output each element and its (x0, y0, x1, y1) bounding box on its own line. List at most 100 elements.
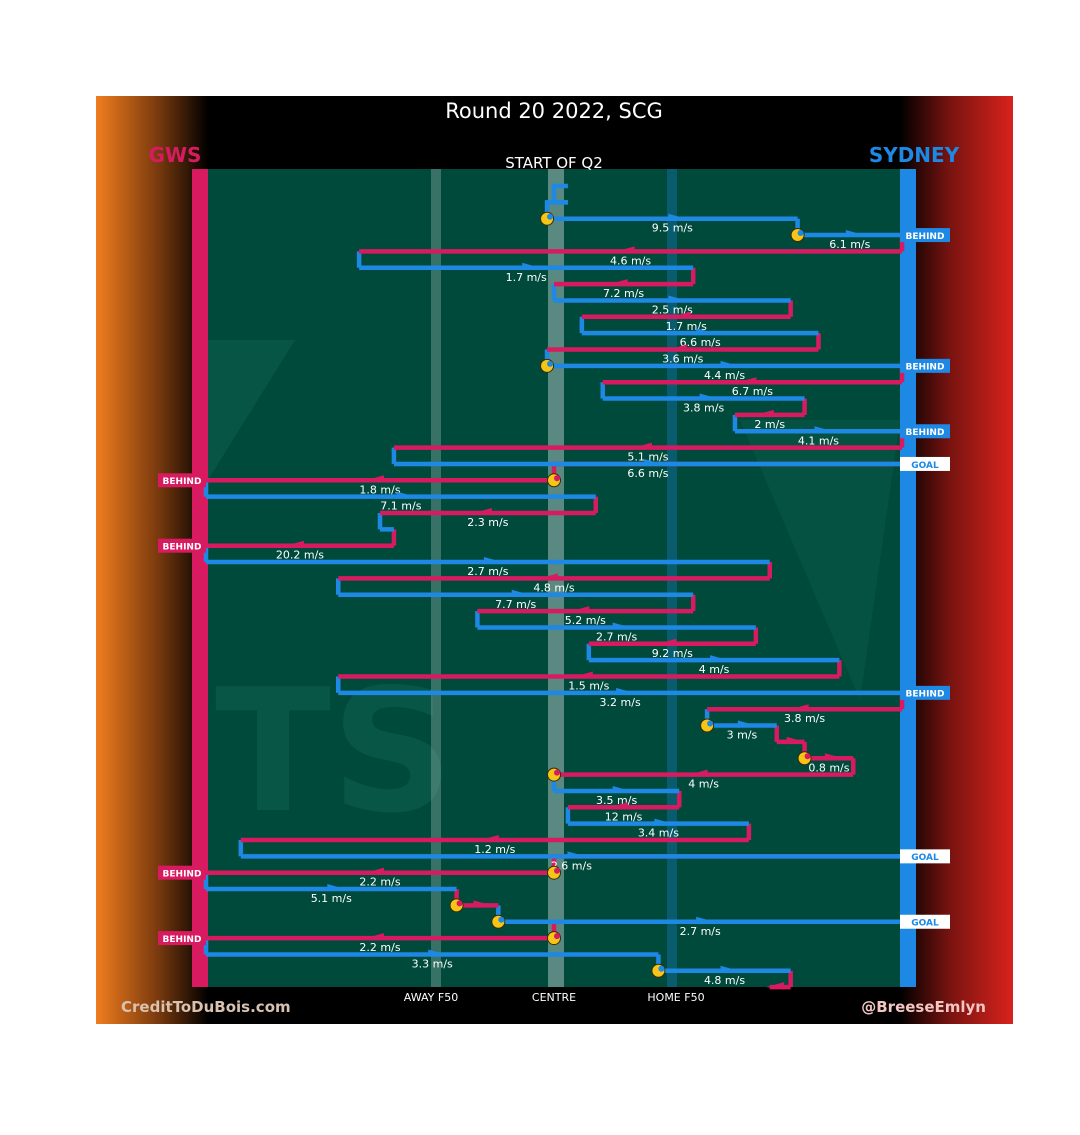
chain-speed-label: 2.2 m/s (359, 876, 400, 889)
score-badge (158, 538, 206, 553)
score-badge (158, 473, 206, 488)
chain-speed-label: 4.6 m/s (610, 254, 651, 267)
chain-arrow (658, 638, 677, 646)
chain-speed-label: 3.6 m/s (662, 353, 703, 366)
chain-speed-label: 1.8 m/s (359, 483, 400, 496)
chain-speed-label: 3.2 m/s (600, 696, 641, 709)
chain-arrow (616, 246, 635, 254)
chain-speed-label: 6.7 m/s (732, 385, 773, 398)
chain-speed-label: 9.5 m/s (652, 222, 693, 235)
chain-speed-label: 3.8 m/s (784, 712, 825, 725)
chain-arrow (428, 949, 447, 957)
chain-arrow (668, 213, 687, 221)
chain-speed-label: 20.2 m/s (276, 549, 324, 562)
chain-speed-label: 2.2 m/s (359, 941, 400, 954)
watermark-shape-right (740, 420, 900, 700)
chain-arrow (473, 508, 492, 516)
chain-speed-label: 2.7 m/s (680, 925, 721, 938)
chain-arrow (696, 328, 715, 336)
chain-arrow (699, 393, 718, 401)
x-label-centre: CENTRE (532, 991, 576, 1004)
chain-arrow (366, 933, 384, 941)
score-badge-label: BEHIND (906, 690, 945, 700)
chain-speed-label: 1.2 m/s (474, 843, 515, 856)
chain-arrow (480, 835, 499, 843)
possession-marker-dot (707, 720, 714, 727)
chain-arrow (668, 344, 687, 352)
chain-speed-label: 1.5 m/s (568, 680, 609, 693)
score-badge (900, 456, 950, 471)
away-goal-line (192, 169, 208, 987)
chain-speed-label: 4.8 m/s (704, 974, 745, 987)
watermark-gws: TS (215, 653, 453, 851)
possession-marker-dot (797, 230, 804, 237)
home-goal-line (900, 169, 916, 987)
chain-arrow (755, 409, 774, 418)
watermark-shape-left (208, 340, 295, 480)
chain-arrow (643, 458, 662, 467)
possession-marker-dot (456, 900, 463, 907)
chain-speed-label: 12 m/s (605, 810, 643, 823)
score-badge-label: GOAL (911, 853, 939, 863)
chain-arrow (824, 753, 843, 761)
score-badge-label: BEHIND (163, 543, 202, 553)
chain-speed-label: 4 m/s (699, 663, 730, 676)
chain-speed-label: 6.1 m/s (829, 238, 870, 251)
chain-arrow (696, 916, 715, 924)
chain-arrow (612, 785, 631, 794)
chain-arrow (571, 606, 590, 614)
chain-speed-label: 2 m/s (754, 418, 785, 431)
score-badge (900, 849, 950, 864)
away-side-gradient (96, 96, 208, 1024)
chain-arrow (689, 769, 708, 777)
chain-arrow (612, 622, 631, 630)
chain-speed-label: 3.3 m/s (412, 957, 453, 970)
chain-speed-label: 6.6 m/s (627, 467, 668, 480)
chain-speed-label: 7.2 m/s (603, 287, 644, 300)
score-badge-label: BEHIND (163, 870, 202, 880)
possession-marker-dot (554, 933, 560, 940)
chain-arrow (540, 573, 558, 581)
chain-arrow (790, 704, 809, 712)
chain-arrow (522, 262, 541, 270)
score-badge-label: BEHIND (163, 477, 202, 487)
possession-marker-dot (547, 213, 554, 220)
chain-speed-label: 4.1 m/s (798, 434, 839, 447)
possession-marker-dot (547, 360, 554, 367)
chain-arrow (710, 655, 729, 663)
score-badge (900, 228, 950, 243)
chain-arrow (285, 540, 304, 548)
chain-arrow (672, 311, 691, 319)
score-badge-label: BEHIND (906, 363, 945, 373)
x-label-home-f50: HOME F50 (647, 991, 704, 1004)
chain-arrow (327, 884, 346, 892)
chart-title: Round 20 2022, SCG (445, 99, 663, 123)
credit-left: CreditToDuBois.com (121, 998, 291, 1016)
chain-arrow (567, 851, 586, 859)
score-badge (900, 424, 950, 439)
chain-arrow (654, 818, 673, 826)
chain-speed-label: 4.4 m/s (704, 369, 745, 382)
chain-speed-label: 2.5 m/s (652, 303, 693, 316)
chain-arrow (574, 671, 593, 679)
chain-arrow (720, 360, 739, 369)
score-badge (158, 865, 206, 880)
chain-speed-label: 3 m/s (727, 729, 758, 742)
chain-arrow (483, 557, 502, 565)
chain-speed-label: 7.1 m/s (380, 500, 421, 513)
home-team-name: SYDNEY (869, 143, 960, 167)
chain-arrow (737, 720, 756, 728)
chain-arrow (396, 491, 415, 499)
chain-speed-label: 0.8 m/s (808, 761, 849, 774)
chain-arrow (609, 802, 628, 810)
chain-speed-label: 3.5 m/s (596, 794, 637, 807)
possession-marker-dot (498, 916, 505, 923)
score-badge-label: GOAL (911, 461, 939, 471)
chain-arrow (786, 736, 805, 745)
x-label-away-f50: AWAY F50 (404, 991, 458, 1004)
score-badge (900, 914, 950, 929)
chain-speed-label: 2.3 m/s (467, 516, 508, 529)
chain-connector (551, 183, 568, 203)
credit-right: @BreeseEmlyn (861, 998, 986, 1016)
possession-marker-dot (554, 475, 560, 482)
